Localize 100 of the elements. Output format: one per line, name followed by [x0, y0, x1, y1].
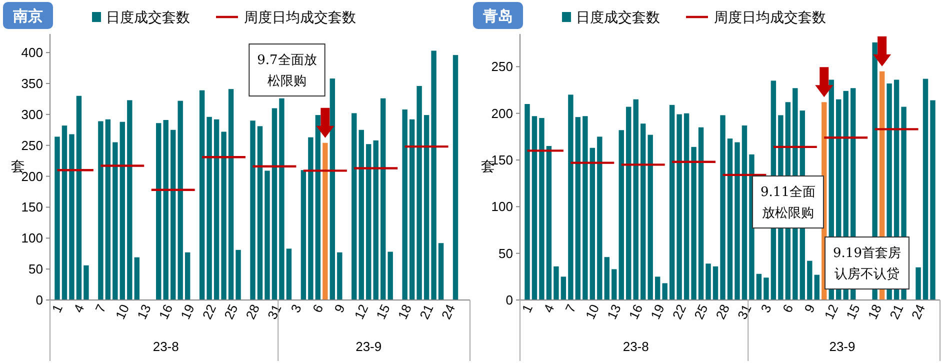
bar [206, 116, 212, 300]
bar [163, 120, 168, 300]
bar [568, 94, 574, 300]
x-tick-label: 1 [48, 302, 66, 315]
y-tick-label: 100 [21, 230, 43, 246]
bar [640, 124, 646, 300]
bar [742, 125, 748, 300]
legend-label: 周度日均成交套数 [714, 9, 826, 25]
bar [170, 130, 176, 300]
x-tick-label: 7 [562, 302, 579, 315]
x-tick-label: 31 [734, 302, 754, 322]
bar [597, 136, 602, 300]
bar [431, 50, 436, 300]
x-tick-label: 24 [438, 302, 458, 322]
bar [272, 108, 278, 300]
bar [930, 100, 936, 300]
bar [105, 119, 111, 300]
bar [684, 113, 690, 300]
x-tick-label: 28 [712, 302, 733, 322]
bar [691, 146, 696, 300]
legend-label: 周度日均成交套数 [244, 9, 356, 25]
bar [112, 142, 118, 300]
bar [633, 99, 638, 300]
x-tick-label: 4 [70, 302, 88, 315]
bar [62, 126, 68, 300]
bar [228, 89, 234, 300]
bar [264, 170, 270, 300]
x-tick-label: 19 [648, 302, 668, 322]
bar [669, 104, 675, 300]
x-tick-label: 18 [394, 302, 415, 322]
bar [764, 278, 769, 300]
bar [69, 134, 74, 300]
bar [54, 136, 60, 300]
bar [662, 283, 668, 300]
x-tick-label: 6 [780, 302, 796, 315]
bar [178, 100, 183, 300]
x-tick-label: 15 [373, 302, 393, 322]
bar [380, 98, 386, 300]
y-tick-label: 150 [21, 200, 43, 215]
bar [424, 115, 430, 300]
x-tick-label: 4 [540, 302, 558, 315]
bar [236, 250, 241, 300]
bar [604, 257, 610, 300]
y-tick-label: 400 [21, 45, 43, 60]
bar [402, 109, 408, 300]
y-tick-label: 250 [491, 59, 513, 74]
bar [676, 114, 682, 300]
bar [532, 116, 538, 300]
text: 23-9 [356, 339, 382, 354]
bar [366, 144, 372, 300]
bar [250, 120, 256, 300]
bar [626, 106, 632, 300]
text: 23-9 [829, 339, 856, 354]
bar [279, 98, 284, 300]
x-tick-label: 9 [331, 302, 348, 315]
y-axis-title: 套 [11, 158, 25, 174]
bar [654, 276, 660, 300]
bar [358, 130, 364, 300]
bar [98, 121, 104, 300]
bar [352, 113, 357, 300]
annotation: 9.11全面放松限购 [760, 185, 816, 221]
x-tick-label: 10 [112, 302, 132, 322]
bar [698, 127, 704, 300]
y-tick-label: 100 [491, 199, 513, 214]
x-tick-label: 25 [691, 302, 711, 322]
bar [720, 115, 726, 300]
bar [712, 266, 718, 300]
x-tick-label: 31 [264, 302, 284, 322]
y-axis-title: 套 [481, 158, 495, 174]
bar [546, 146, 552, 300]
bar [814, 274, 820, 300]
bar [388, 252, 393, 300]
bar [756, 274, 762, 300]
bar [127, 100, 132, 300]
bar [727, 138, 733, 300]
bar [214, 119, 220, 300]
x-tick-label: 21 [886, 302, 906, 322]
x-tick-label: 3 [758, 302, 774, 315]
bar [257, 126, 263, 300]
x-tick-label: 28 [242, 302, 263, 322]
x-tick-label: 16 [156, 302, 176, 322]
x-tick-label: 22 [669, 302, 690, 322]
bar [438, 243, 444, 300]
bar [560, 276, 566, 300]
bar [416, 86, 422, 300]
bar [199, 90, 205, 300]
bar [618, 130, 624, 300]
bar [452, 55, 458, 300]
legend-label: 日度成交套数 [576, 9, 660, 25]
bar [184, 252, 190, 300]
bar [590, 148, 596, 300]
y-tick-label: 250 [21, 138, 43, 153]
bar [120, 122, 126, 300]
x-tick-label: 12 [821, 302, 842, 322]
bar [84, 265, 89, 300]
bar [539, 118, 544, 300]
y-tick-label: 200 [491, 106, 513, 121]
y-tick-label: 50 [498, 246, 513, 261]
bar [554, 266, 559, 300]
bar [734, 142, 740, 300]
